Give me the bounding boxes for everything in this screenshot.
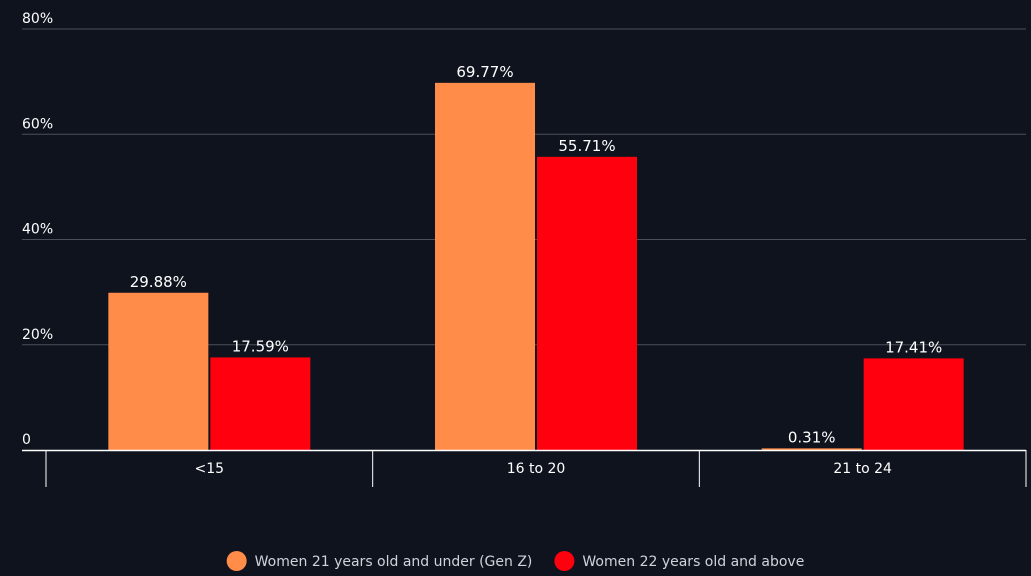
y-tick-label: 60%	[22, 116, 53, 132]
legend-swatch	[554, 551, 575, 571]
legend: Women 21 years old and under (Gen Z) Wome…	[226, 551, 804, 571]
x-category-label: <15	[195, 461, 225, 477]
data-labels: 29.88% 17.59% 69.77% 55.71% 0.31% 17.41%	[130, 63, 943, 447]
data-label: 17.59%	[232, 337, 289, 355]
data-label: 29.88%	[130, 273, 187, 291]
y-tick-label: 20%	[22, 327, 53, 343]
x-category-label: 21 to 24	[833, 461, 892, 477]
data-label: 55.71%	[558, 137, 615, 155]
bar-series-2-1	[537, 156, 638, 451]
x-axis: <15 16 to 20 21 to 24	[22, 449, 1027, 487]
data-label: 69.77%	[456, 63, 513, 81]
bars	[108, 82, 964, 451]
y-tick-label: 0	[22, 432, 31, 448]
legend-item[interactable]: Women 21 years old and under (Gen Z)	[226, 551, 533, 571]
y-tick-label: 80%	[22, 11, 53, 27]
grid-lines: 0 20% 40% 60% 80%	[22, 11, 1026, 448]
bar-series-2-0	[210, 357, 311, 450]
bar-series-1-2	[761, 448, 862, 450]
bar-series-1-1	[435, 82, 536, 450]
legend-swatch	[226, 551, 247, 571]
legend-label: Women 22 years old and above	[582, 554, 804, 570]
legend-item[interactable]: Women 22 years old and above	[554, 551, 804, 571]
data-label: 0.31%	[788, 428, 836, 446]
y-tick-label: 40%	[22, 222, 53, 238]
data-label: 17.41%	[885, 338, 942, 356]
x-category-label: 16 to 20	[507, 461, 566, 477]
bar-series-2-2	[863, 358, 964, 450]
legend-label: Women 21 years old and under (Gen Z)	[255, 554, 533, 570]
bar-series-1-0	[108, 292, 209, 450]
